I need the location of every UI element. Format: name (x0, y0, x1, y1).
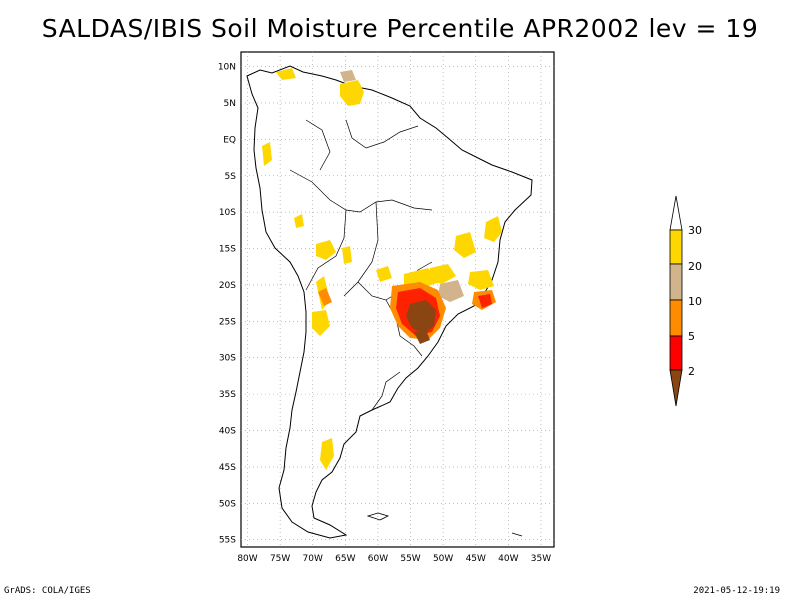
lat-tick-label: 5N (224, 99, 236, 109)
legend-box-2-5 (669, 335, 683, 371)
legend-label-20: 20 (688, 260, 702, 273)
legend-arrow-bottom (669, 369, 683, 407)
latitude-tick-labels: 10N 5N EQ 5S 10S 15S 20S 25S 30S 35S 40S 45S 50S 55S (218, 63, 236, 546)
legend-arrow-top (669, 195, 683, 231)
legend-label-10: 10 (688, 295, 702, 308)
lat-tick-label: 10S (219, 208, 236, 218)
footer-timestamp: 2021-05-12-19:19 (693, 586, 780, 596)
lon-tick-label: 35W (531, 554, 551, 564)
lat-tick-label: 35S (219, 390, 236, 400)
plot-frame (240, 51, 555, 548)
lon-tick-label: 65W (335, 554, 355, 564)
lon-tick-label: 40W (498, 554, 518, 564)
lon-tick-label: 45W (466, 554, 486, 564)
lat-tick-label: 40S (219, 427, 236, 437)
map-title: SALDAS/IBIS Soil Moisture Percentile APR… (41, 14, 759, 43)
footer-credit: GrADS: COLA/IGES (4, 586, 91, 596)
lat-tick-label: 55S (219, 536, 236, 546)
map-gridlines (241, 52, 554, 547)
lon-tick-label: 80W (237, 554, 257, 564)
lat-tick-label: 20S (219, 281, 236, 291)
lon-tick-label: 75W (270, 554, 290, 564)
lat-tick-label: 30S (219, 354, 236, 364)
lon-tick-label: 50W (433, 554, 453, 564)
lat-tick-label: 50S (219, 499, 236, 509)
lat-tick-label: 5S (225, 172, 237, 182)
color-legend: 30 20 10 5 2 (669, 195, 702, 407)
lat-tick-label: 25S (219, 317, 236, 327)
legend-box-5-10 (669, 299, 683, 337)
lat-tick-label: 15S (219, 245, 236, 255)
legend-box-10-20 (669, 263, 683, 301)
soil-moisture-shading (262, 68, 502, 470)
lon-tick-label: 60W (368, 554, 388, 564)
lon-tick-label: 55W (400, 554, 420, 564)
longitude-tick-labels: 80W 75W 70W 65W 60W 55W 50W 45W 40W 35W (237, 554, 551, 564)
lat-tick-label: 10N (218, 63, 236, 73)
legend-box-20-30 (669, 229, 683, 265)
lon-tick-label: 70W (303, 554, 323, 564)
legend-label-30: 30 (688, 224, 702, 237)
lat-tick-label: EQ (223, 135, 236, 145)
legend-label-2: 2 (688, 365, 695, 378)
lat-tick-label: 45S (219, 463, 236, 473)
legend-label-5: 5 (688, 330, 695, 343)
